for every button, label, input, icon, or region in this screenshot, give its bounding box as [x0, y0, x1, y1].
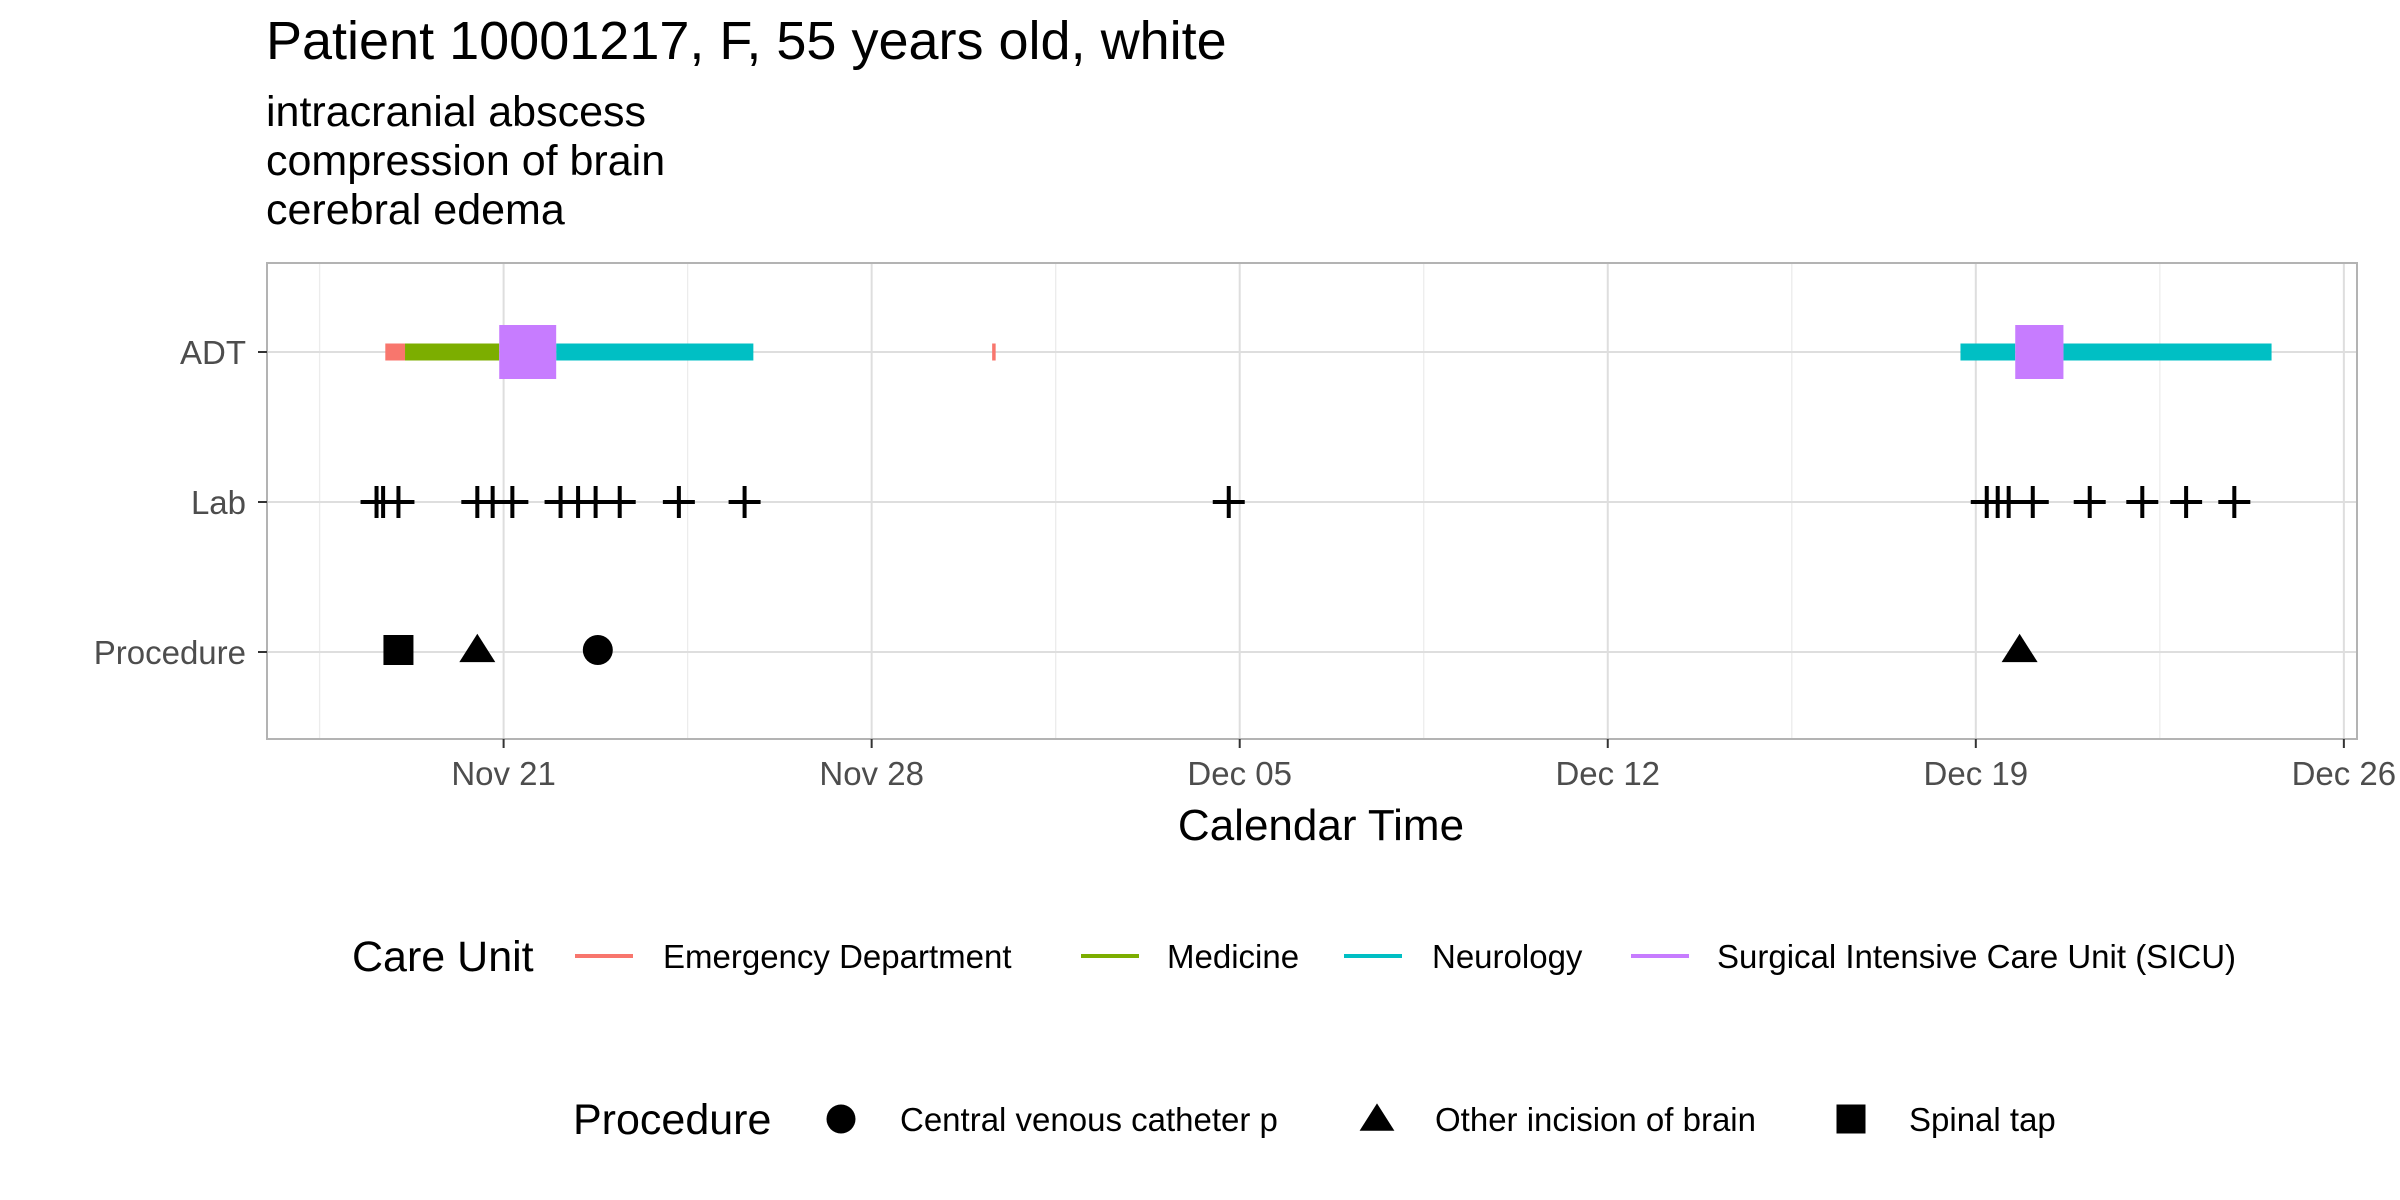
x-tick-label: Dec 12 — [1555, 755, 1660, 792]
x-tick-label: Dec 19 — [1924, 755, 2029, 792]
care-unit-legend-title: Care Unit — [352, 933, 534, 981]
lab-event-marker — [382, 486, 415, 518]
lab-events — [360, 486, 2251, 518]
adt-segment — [556, 343, 754, 361]
subtitle-line-2: compression of brain — [266, 137, 666, 185]
adt-segment — [992, 343, 996, 361]
care-unit-legend: Care Unit Emergency Department Medicine Ne… — [352, 933, 2236, 981]
adt-segment — [1960, 343, 2016, 361]
lab-event-marker — [603, 486, 636, 518]
x-axis: Nov 21 Nov 28 Dec 05 Dec 12 Dec 19 Dec 26 — [451, 739, 2396, 792]
procedure-event-marker — [459, 633, 496, 663]
y-tick-label: ADT — [180, 334, 246, 371]
care-unit-legend-label: Medicine — [1167, 938, 1299, 975]
lab-event-marker — [1212, 486, 1245, 518]
y-axis: ADT Lab Procedure — [94, 334, 267, 671]
x-tick-label: Dec 05 — [1187, 755, 1292, 792]
procedure-events — [383, 633, 2038, 665]
procedure-event-marker — [383, 635, 414, 665]
x-tick-label: Nov 28 — [819, 755, 924, 792]
subtitle-line-1: intracranial abscess — [266, 88, 647, 136]
lab-event-marker — [728, 486, 761, 518]
care-unit-legend-label: Neurology — [1432, 938, 1583, 975]
procedure-legend-label: Central venous catheter p — [900, 1101, 1278, 1138]
adt-segment — [405, 343, 500, 361]
adt-segment — [499, 325, 557, 379]
procedure-legend-label: Spinal tap — [1909, 1101, 2056, 1138]
procedure-event-marker — [2001, 633, 2038, 663]
procedure-legend-key — [826, 1104, 856, 1134]
adt-segment — [2063, 343, 2272, 361]
procedure-legend-title: Procedure — [573, 1096, 771, 1144]
lab-event-marker — [496, 486, 529, 518]
lab-event-marker — [2073, 486, 2106, 518]
x-axis-title: Calendar Time — [1178, 801, 1464, 850]
chart-subtitle: intracranial abscess compression of brai… — [266, 88, 665, 235]
lab-event-marker — [662, 486, 695, 518]
care-unit-legend-label: Surgical Intensive Care Unit (SICU) — [1717, 938, 2236, 975]
procedure-legend-key — [1359, 1103, 1395, 1131]
adt-segment — [2015, 325, 2064, 379]
x-tick-label: Dec 26 — [2292, 755, 2397, 792]
y-tick-label: Lab — [191, 484, 246, 521]
procedure-legend: Procedure Central venous catheter p Other… — [573, 1096, 2056, 1144]
adt-segment — [385, 343, 406, 361]
lab-event-marker — [2218, 486, 2251, 518]
plot-panel — [266, 262, 2358, 740]
x-tick-label: Nov 21 — [451, 755, 556, 792]
chart-title: Patient 10001217, F, 55 years old, white — [266, 11, 1227, 71]
adt-segments — [385, 325, 2272, 379]
lab-event-marker — [2016, 486, 2049, 518]
procedure-legend-key — [1836, 1104, 1866, 1134]
subtitle-line-3: cerebral edema — [266, 186, 565, 234]
y-tick-label: Procedure — [94, 634, 246, 671]
care-unit-legend-label: Emergency Department — [663, 938, 1011, 975]
procedure-legend-label: Other incision of brain — [1435, 1101, 1756, 1138]
procedure-event-marker — [582, 635, 613, 665]
lab-event-marker — [2126, 486, 2159, 518]
lab-event-marker — [2170, 486, 2203, 518]
